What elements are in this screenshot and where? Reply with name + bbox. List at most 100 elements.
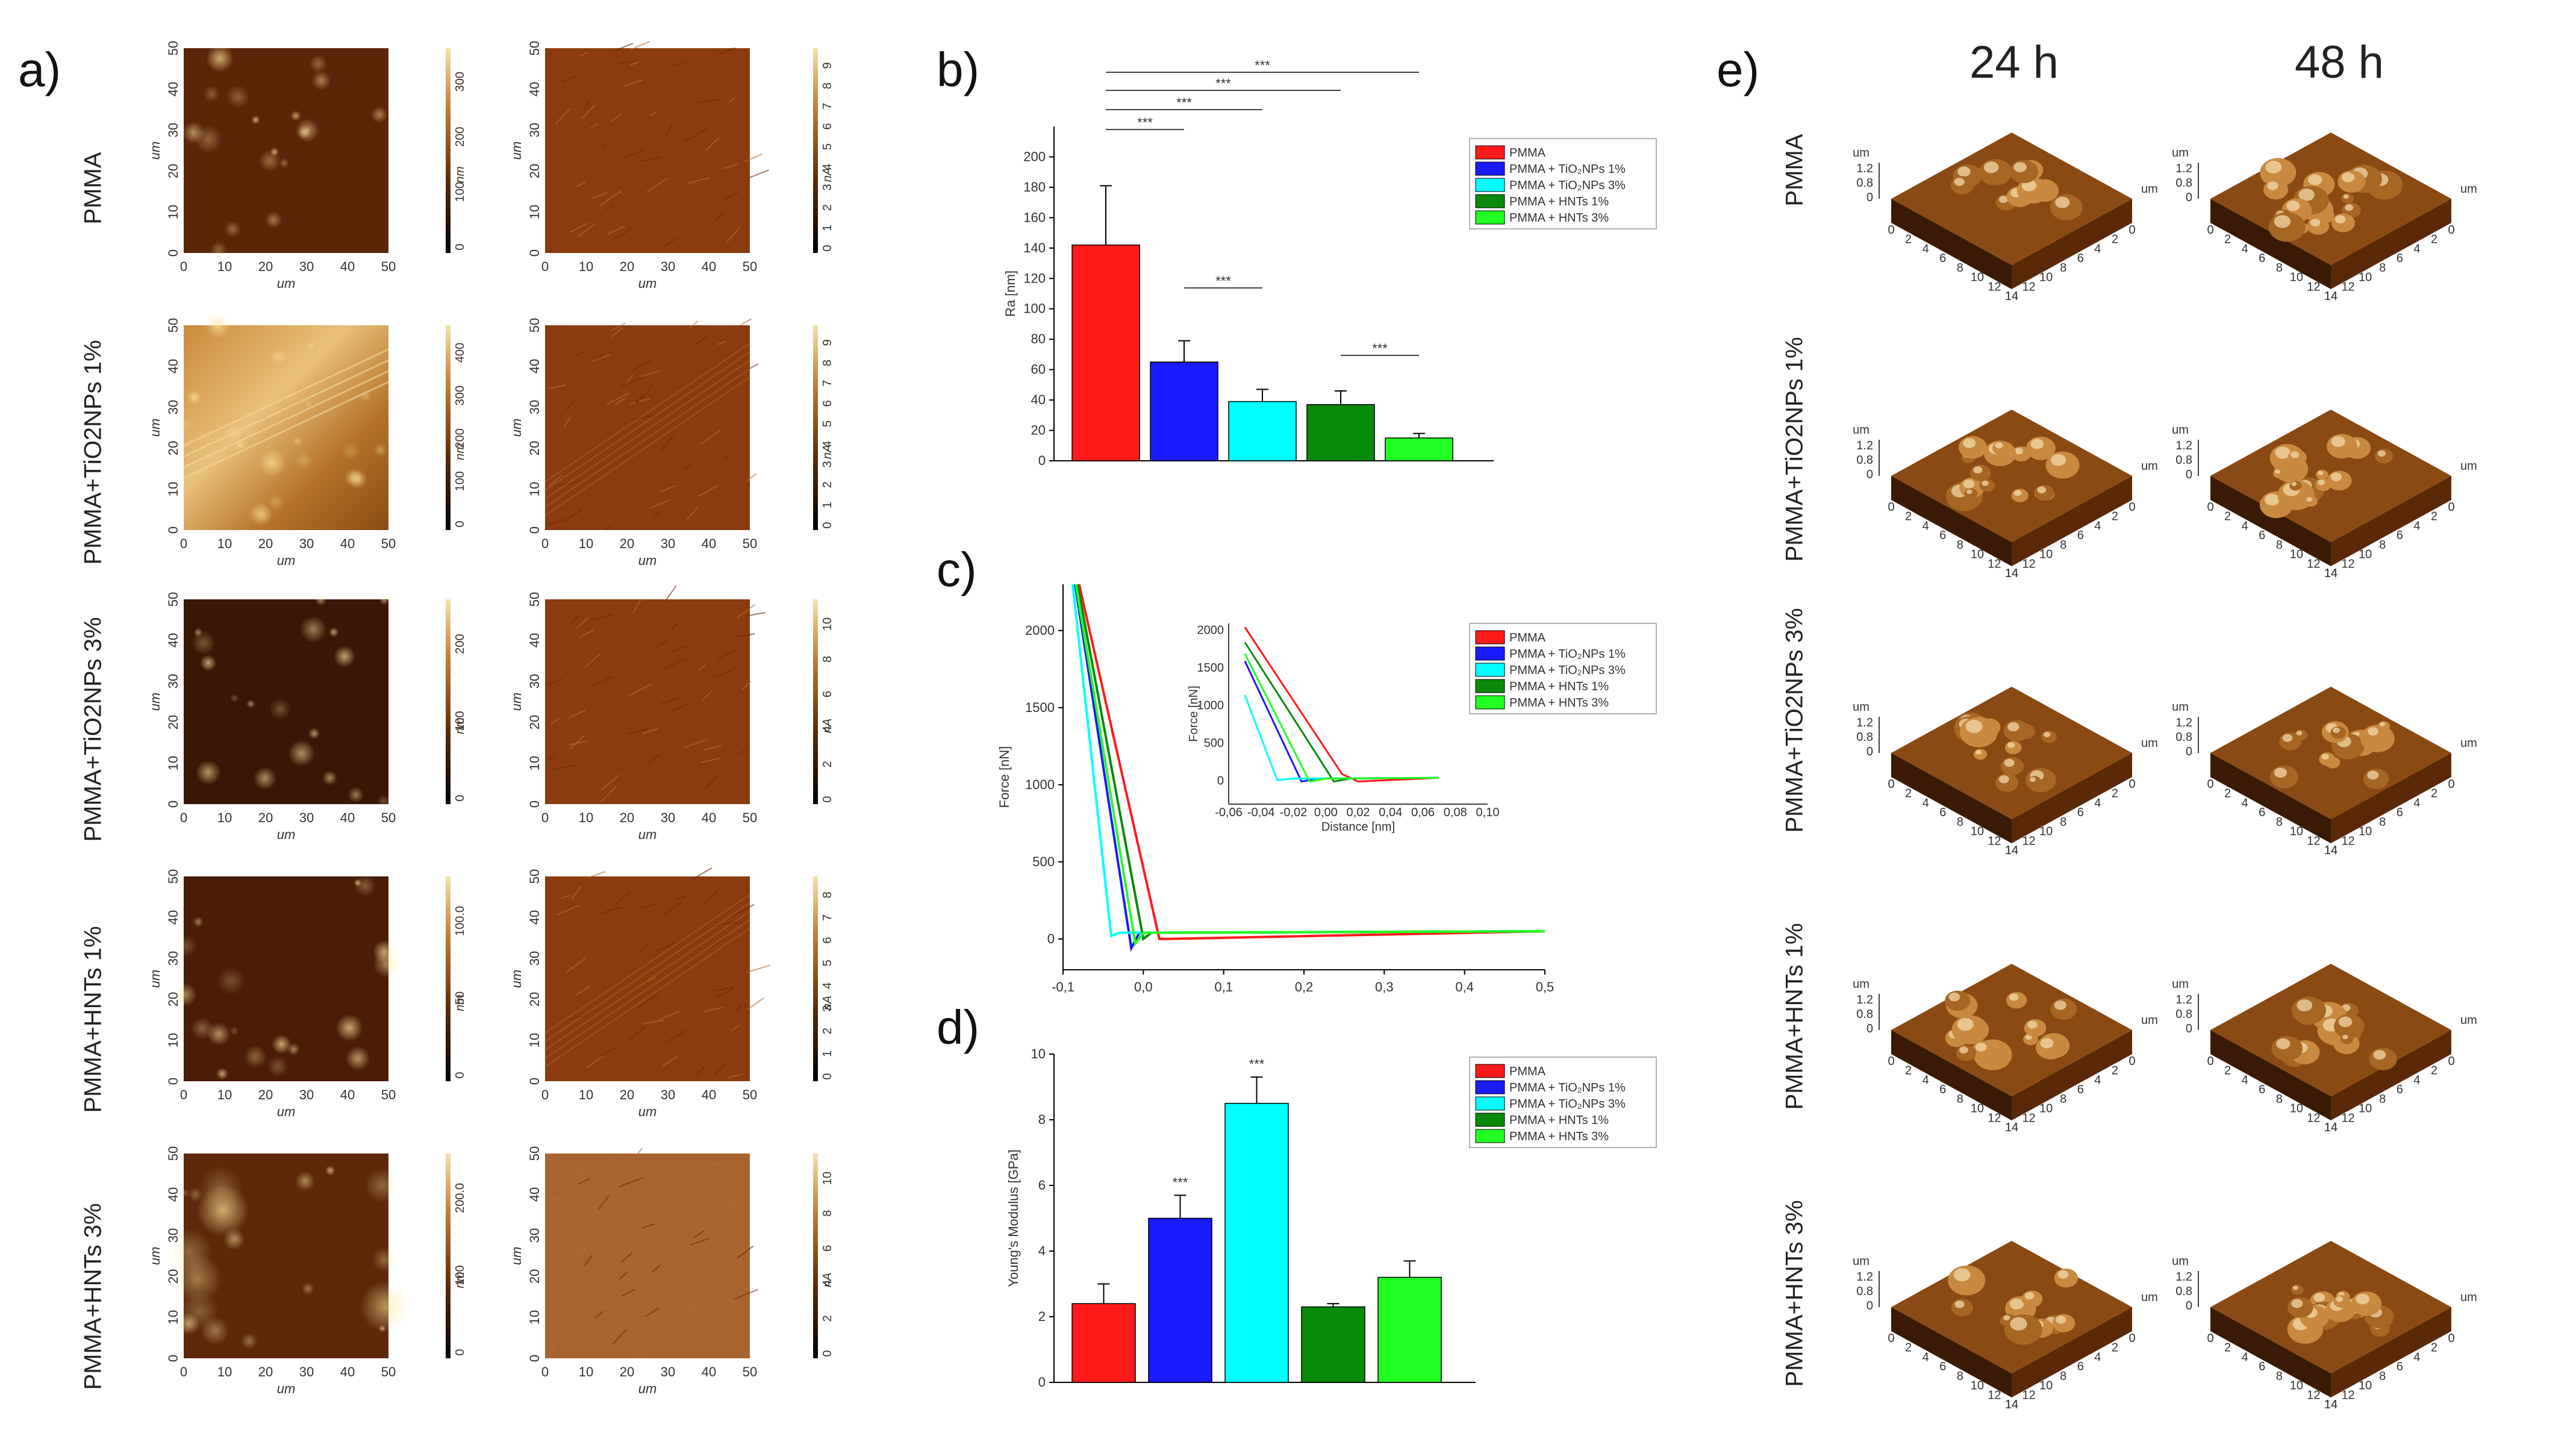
y-tick: 10 [527, 1310, 542, 1325]
current-texture [746, 473, 757, 482]
current-texture [591, 354, 611, 362]
x-tick: 50 [743, 259, 757, 274]
x-tick: 8 [2276, 1093, 2283, 1106]
bump-highlight [1976, 749, 1982, 755]
height-feature [308, 728, 320, 740]
x-tick: 30 [299, 1364, 314, 1379]
x-tick: 10 [2290, 271, 2303, 284]
current-texture [622, 149, 645, 160]
inset-x-label: Distance [nm] [1321, 820, 1395, 834]
bump-highlight [2004, 758, 2015, 767]
z-tick: 1.2 [1856, 716, 1873, 729]
current-texture [719, 47, 735, 55]
bump-highlight [2333, 727, 2340, 733]
legend-swatch [1475, 1129, 1505, 1143]
current-texture [660, 443, 670, 451]
z-tick: 1.2 [2175, 439, 2192, 452]
bump-highlight [2367, 770, 2379, 780]
block-left-face [2210, 199, 2331, 289]
y-tick: 4 [2413, 1073, 2420, 1087]
x-tick-label: -0,1 [1052, 979, 1074, 994]
current-texture [739, 318, 752, 326]
z-tick: 1.2 [2175, 716, 2192, 729]
x-tick: 50 [743, 1087, 757, 1102]
legend-label: PMMA [1509, 1065, 1546, 1078]
block-top [2210, 687, 2451, 819]
x-tick-label: 0,5 [1536, 979, 1555, 994]
y-axis-label: Young's Modulus [GPa] [1006, 1149, 1021, 1287]
current-texture [647, 976, 656, 983]
block-right-face [2331, 1307, 2451, 1397]
current-texture [646, 177, 668, 193]
current-texture [633, 414, 655, 420]
height-map-1: 0 0 10 10 20 20 30 30 40 40 50 50 um um 0 100 200 300 nm [148, 41, 467, 291]
bump-highlight [2007, 722, 2019, 732]
bar-5 [1377, 1276, 1442, 1383]
current-texture [736, 1245, 754, 1259]
current-texture [717, 649, 737, 660]
current-texture [563, 416, 572, 427]
bump-highlight [2055, 196, 2070, 208]
current-texture [605, 204, 615, 211]
y-tick: 0 [2448, 501, 2454, 514]
current-colorbar-tick: 1 [821, 502, 834, 508]
x-tick-label: 0,2 [1295, 979, 1314, 994]
x-tick: 10 [579, 1087, 593, 1102]
block-right-face [2331, 199, 2451, 289]
y-tick: 8 [2060, 816, 2066, 829]
current-texture [735, 633, 755, 638]
current-scratch [544, 376, 750, 516]
x-tick: 8 [1957, 261, 1963, 275]
current-texture [576, 1273, 593, 1278]
x-tick: 0 [2207, 223, 2213, 237]
xy-unit: um [2141, 1014, 2158, 1027]
x-tick: 4 [1923, 1073, 1929, 1087]
z-tick: 0.8 [1856, 454, 1873, 467]
legend-label: PMMA [1509, 631, 1546, 645]
current-texture [671, 622, 679, 629]
height-feature [223, 220, 242, 239]
x-tick: 20 [620, 1364, 634, 1379]
x-tick: 12 [2307, 1111, 2320, 1125]
y-tick: 40 [166, 1187, 181, 1202]
x-tick: 12 [1988, 280, 2001, 293]
y-tick: 0 [527, 1355, 542, 1362]
z-tick: 1.2 [2175, 1270, 2192, 1284]
y-axis-label: Force [nN] [997, 746, 1012, 808]
current-texture [555, 108, 571, 125]
current-texture [629, 40, 650, 51]
legend: PMMA PMMA + TiO₂NPs 1% PMMA + TiO₂NPs 3% PM… [1469, 1057, 1657, 1148]
y-tick: 10 [527, 756, 542, 770]
current-texture [577, 223, 596, 237]
y-tick: 6 [2397, 1083, 2403, 1096]
y-tick: 10 [2359, 1379, 2372, 1393]
current-colorbar-tick: 7 [821, 103, 834, 110]
y-tick-label: 100 [1023, 301, 1046, 316]
block-left-face [2210, 1030, 2331, 1120]
legend-swatch [1475, 210, 1505, 225]
height-feature [229, 1026, 239, 1036]
x-tick: 10 [1971, 548, 1984, 561]
y-tick: 20 [527, 992, 542, 1007]
y-tick: 20 [166, 992, 181, 1007]
y-tick: 0 [527, 1078, 542, 1085]
inset-x-tick: -0,02 [1280, 806, 1308, 819]
current-texture [726, 227, 740, 243]
y-tick: 30 [527, 1228, 542, 1243]
series-line-5 [1074, 584, 1545, 947]
bump-highlight [2291, 1299, 2303, 1308]
current-texture [642, 728, 658, 735]
y-tick: 10 [166, 1033, 181, 1047]
x-tick: 50 [381, 810, 396, 825]
y-tick-label: 80 [1031, 331, 1046, 346]
inset-y-label: Force [nN] [1187, 685, 1200, 741]
height-feature [187, 390, 202, 405]
x-tick: 40 [340, 810, 355, 825]
y-tick-label: 60 [1031, 362, 1046, 377]
current-colorbar [813, 876, 818, 1081]
y-unit: um [509, 142, 524, 160]
y-tick: 40 [166, 82, 181, 96]
y-unit: um [509, 419, 524, 437]
